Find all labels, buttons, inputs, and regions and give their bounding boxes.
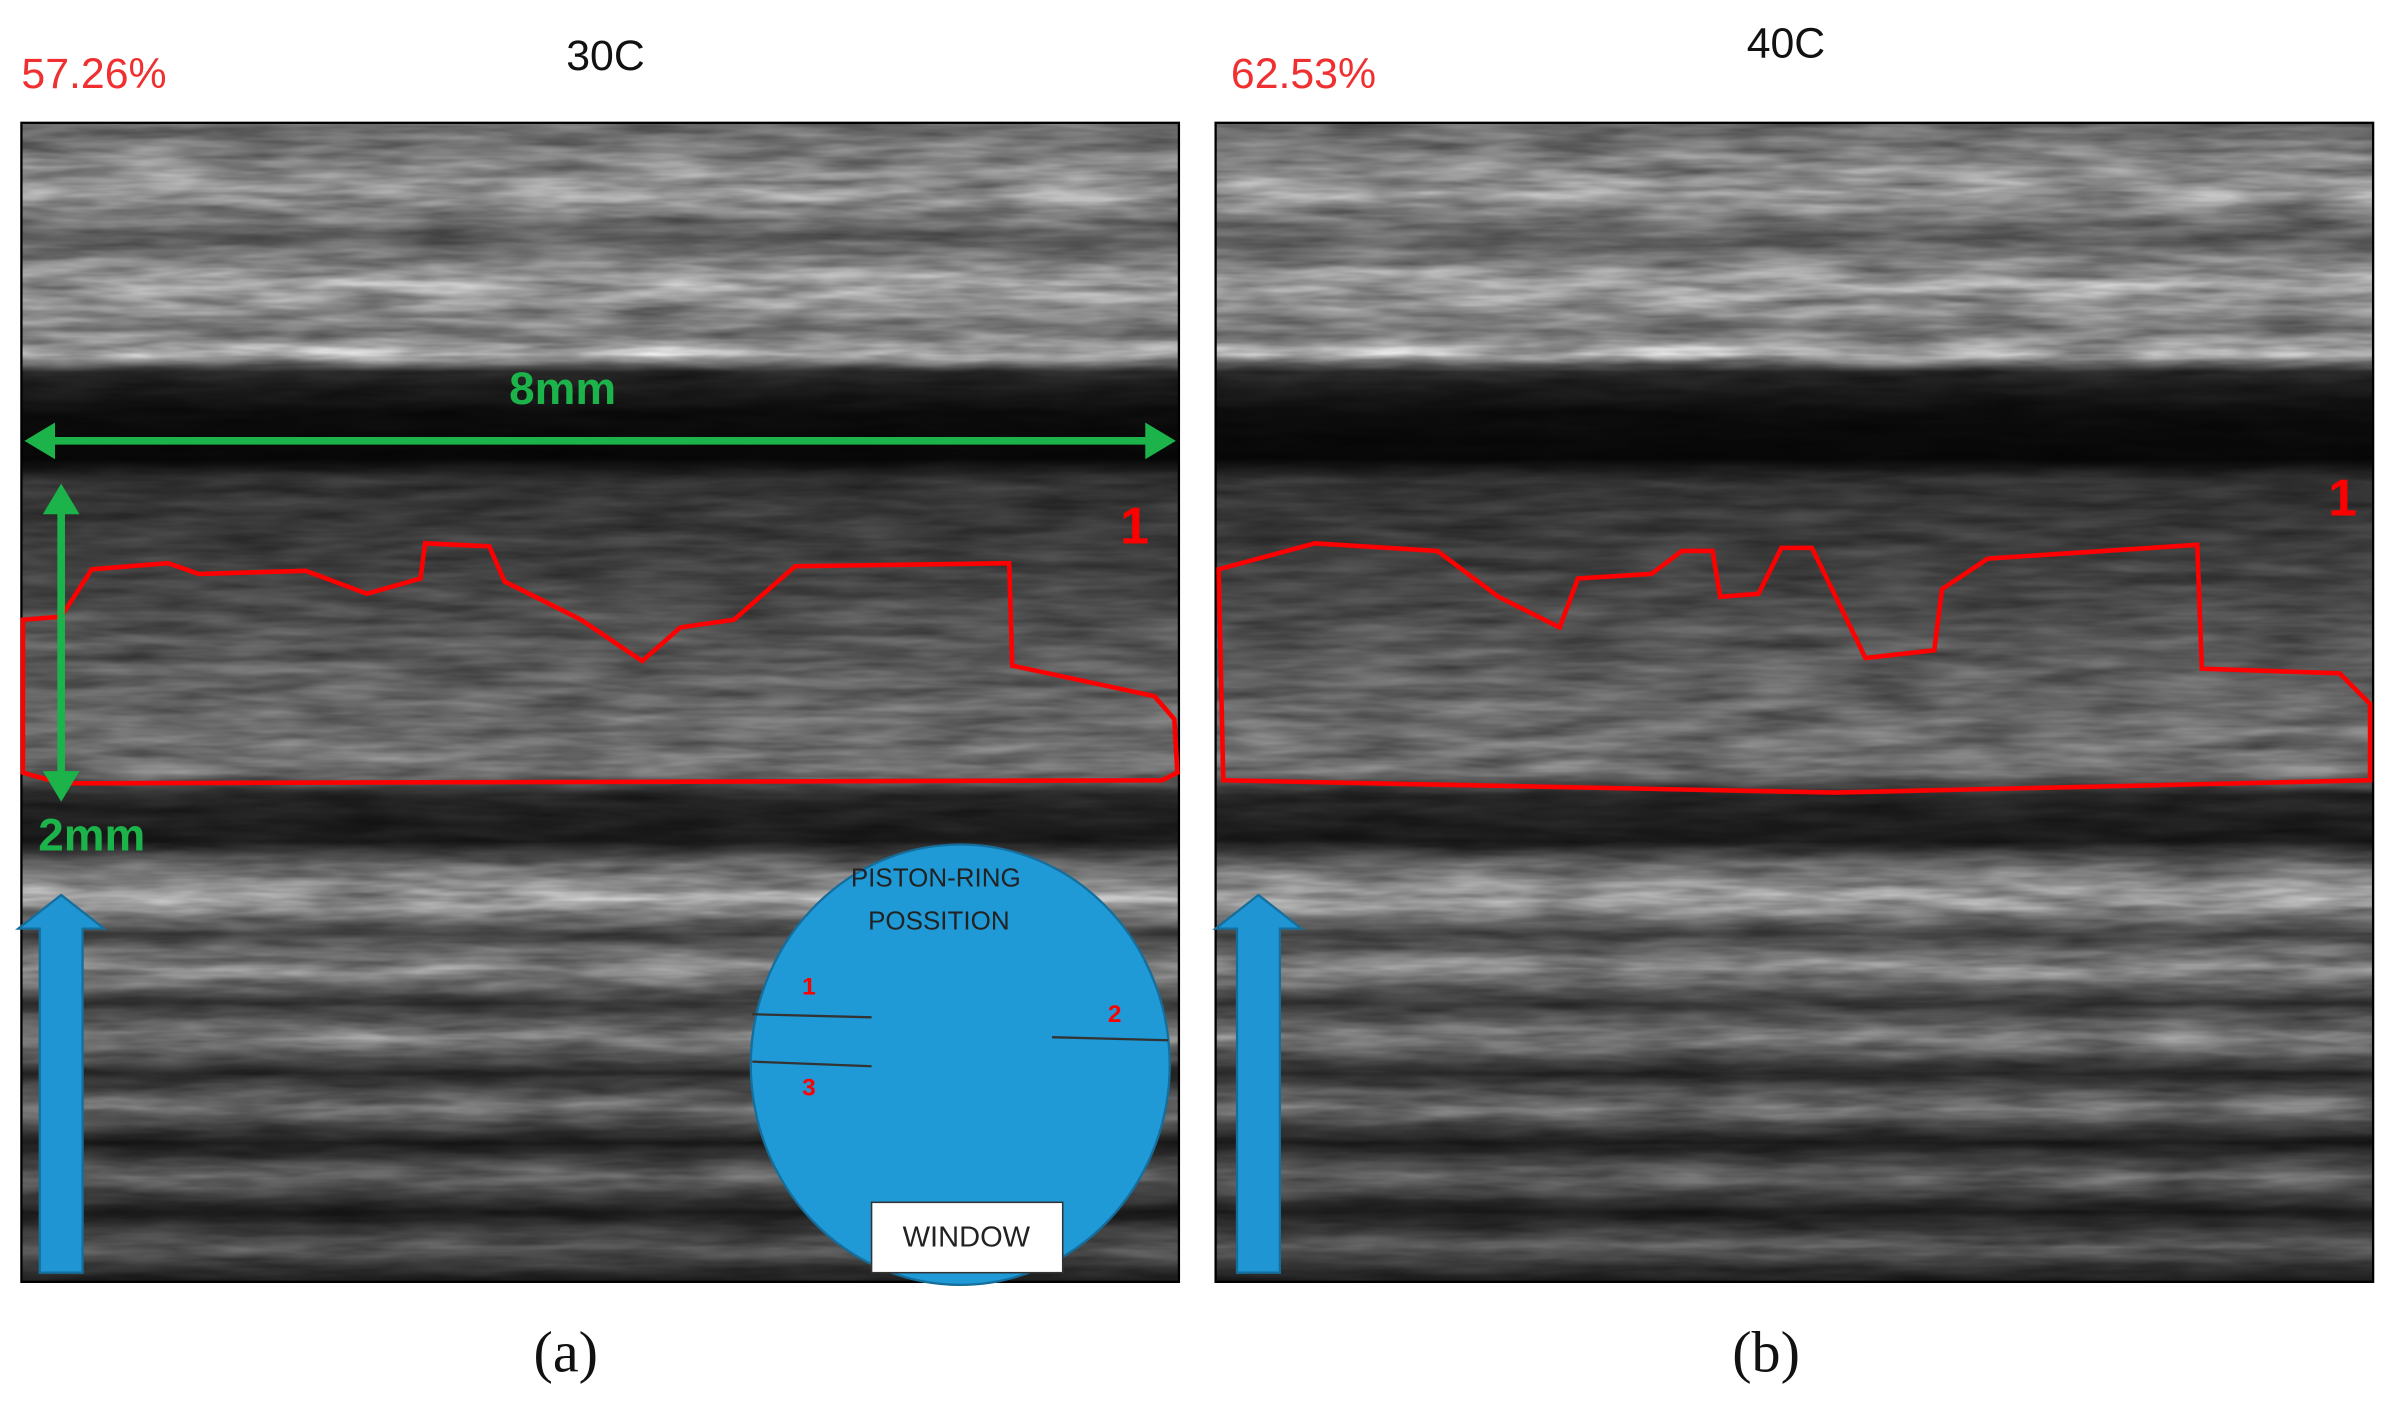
- region-label: 1: [2328, 470, 2357, 528]
- percent-label: 57.26%: [21, 50, 166, 98]
- photo-b: [1214, 121, 2375, 1283]
- region-outline: [1216, 540, 2373, 795]
- temperature-label: 40C: [1747, 20, 1826, 68]
- percent-label: 62.53%: [1231, 50, 1376, 98]
- inset-title: POSSITION: [868, 905, 1009, 935]
- window-label: WINDOW: [903, 1222, 1031, 1254]
- motion-arrow: [15, 893, 1305, 1274]
- width-label: 8mm: [509, 362, 616, 414]
- position-label: 1: [802, 974, 816, 1001]
- temperature-label: 30C: [566, 32, 645, 80]
- region-label: 1: [1120, 497, 1149, 555]
- position-label: 3: [802, 1075, 816, 1102]
- caption: (a): [534, 1320, 598, 1385]
- scale-arrows: [24, 422, 1176, 802]
- inset-title: PISTON-RING: [851, 863, 1021, 893]
- region-outline: [20, 540, 1180, 786]
- position-label: 2: [1108, 1001, 1122, 1028]
- caption: (b): [1732, 1320, 1800, 1385]
- height-label: 2mm: [38, 809, 145, 861]
- photo-a: [20, 121, 1181, 1283]
- inset-diagram: [749, 843, 1171, 1287]
